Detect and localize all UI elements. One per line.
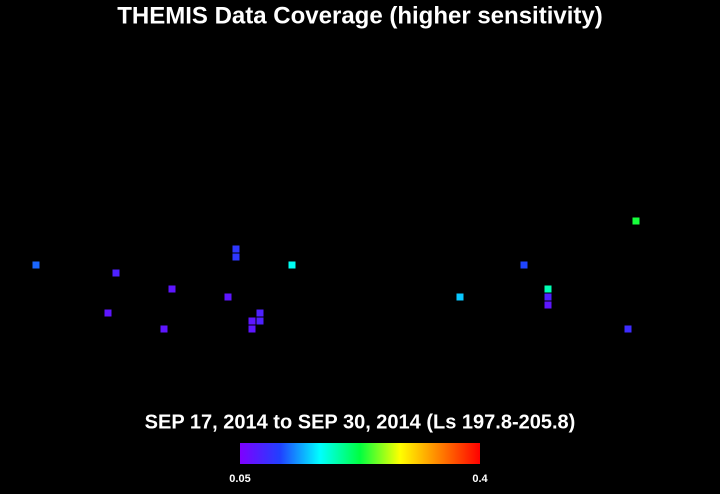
colorbar-tick-label: 0.05 bbox=[229, 473, 250, 485]
coverage-cell bbox=[624, 325, 632, 333]
coverage-cell bbox=[544, 293, 552, 301]
coverage-cell bbox=[248, 317, 256, 325]
coverage-cell bbox=[248, 325, 256, 333]
coverage-cell bbox=[256, 309, 264, 317]
coverage-cell bbox=[112, 269, 120, 277]
coverage-cell bbox=[160, 325, 168, 333]
colorbar-tick-label: 0.4 bbox=[472, 473, 488, 485]
coverage-cell bbox=[456, 293, 464, 301]
coverage-cell bbox=[288, 261, 296, 269]
coverage-cell bbox=[104, 309, 112, 317]
colorbar bbox=[240, 443, 480, 464]
coverage-cell bbox=[168, 285, 176, 293]
coverage-cell bbox=[520, 261, 528, 269]
coverage-cell bbox=[544, 301, 552, 309]
chart-subtitle: SEP 17, 2014 to SEP 30, 2014 (Ls 197.8-2… bbox=[145, 411, 576, 433]
coverage-cell bbox=[544, 285, 552, 293]
coverage-cell bbox=[256, 317, 264, 325]
coverage-cell bbox=[32, 261, 40, 269]
coverage-cell bbox=[632, 217, 640, 225]
coverage-cell bbox=[224, 293, 232, 301]
coverage-cell bbox=[232, 253, 240, 261]
chart-title: THEMIS Data Coverage (higher sensitivity… bbox=[117, 2, 602, 29]
coverage-cell bbox=[232, 245, 240, 253]
